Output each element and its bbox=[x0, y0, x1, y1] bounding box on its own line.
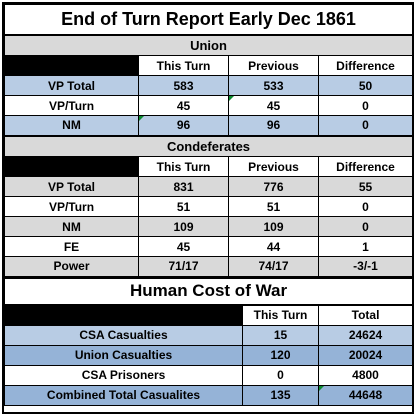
union-row-nm: NM 96 96 0 bbox=[4, 115, 413, 137]
confederates-row-vp-total: VP Total 831 776 55 bbox=[4, 176, 413, 197]
row-label: CSA Casualties bbox=[4, 324, 243, 346]
row-label: VP/Turn bbox=[4, 196, 139, 217]
confederates-row-power: Power 71/17 74/17 -3/-1 bbox=[4, 256, 413, 278]
this-turn-cell: 0 bbox=[242, 364, 319, 386]
difference-cell: 0 bbox=[318, 95, 413, 116]
this-turn-cell: 135 bbox=[242, 384, 319, 406]
this-turn-cell: 45 bbox=[138, 236, 229, 257]
human-cost-title: Human Cost of War bbox=[3, 277, 414, 306]
difference-cell: 50 bbox=[318, 75, 413, 96]
confederates-header-this-turn: This Turn bbox=[138, 156, 229, 177]
human-cost-row-csa-prisoners: CSA Prisoners 0 4800 bbox=[4, 364, 414, 386]
union-header-difference: Difference bbox=[318, 55, 413, 76]
row-label: VP Total bbox=[4, 176, 139, 197]
human-cost-row-union-casualties: Union Casualties 120 20024 bbox=[4, 344, 414, 366]
difference-cell: 0 bbox=[318, 216, 413, 237]
confederates-header-corner bbox=[4, 156, 139, 177]
previous-cell: 51 bbox=[228, 196, 319, 217]
union-header-corner bbox=[4, 55, 139, 76]
row-label: Union Casualties bbox=[4, 344, 243, 366]
union-header-this-turn: This Turn bbox=[138, 55, 229, 76]
report-title: End of Turn Report Early Dec 1861 bbox=[4, 4, 413, 36]
previous-cell: 74/17 bbox=[228, 256, 319, 278]
this-turn-cell: 51 bbox=[138, 196, 229, 217]
row-label: NM bbox=[4, 115, 139, 137]
confederates-row-vp-turn: VP/Turn 51 51 0 bbox=[4, 196, 413, 217]
this-turn-cell: 96 bbox=[138, 115, 229, 137]
this-turn-cell: 583 bbox=[138, 75, 229, 96]
human-cost-row-csa-casualties: CSA Casualties 15 24624 bbox=[4, 324, 414, 346]
previous-cell: 44 bbox=[228, 236, 319, 257]
row-label: FE bbox=[4, 236, 139, 257]
confederates-header-difference: Difference bbox=[318, 156, 413, 177]
previous-cell: 96 bbox=[228, 115, 319, 137]
confederates-row-nm: NM 109 109 0 bbox=[4, 216, 413, 237]
row-label: Combined Total Casualites bbox=[4, 384, 243, 406]
difference-cell: 0 bbox=[318, 115, 413, 137]
human-cost-header-total: Total bbox=[317, 304, 414, 326]
confederates-section-title: Condeferates bbox=[4, 135, 413, 157]
row-label: VP/Turn bbox=[4, 95, 139, 116]
union-header-previous: Previous bbox=[228, 55, 319, 76]
row-label: NM bbox=[4, 216, 139, 237]
human-cost-row-combined-total: Combined Total Casualites 135 44648 bbox=[4, 384, 414, 406]
total-cell: 44648 bbox=[317, 384, 414, 406]
human-cost-header-corner bbox=[4, 304, 243, 326]
report-table: End of Turn Report Early Dec 1861 Union … bbox=[4, 4, 413, 278]
this-turn-cell: 831 bbox=[138, 176, 229, 197]
confederates-header-previous: Previous bbox=[228, 156, 319, 177]
this-turn-cell: 109 bbox=[138, 216, 229, 237]
previous-cell: 533 bbox=[228, 75, 319, 96]
this-turn-cell: 71/17 bbox=[138, 256, 229, 278]
union-section-title: Union bbox=[4, 34, 413, 56]
report-sheet: End of Turn Report Early Dec 1861 Union … bbox=[2, 2, 414, 414]
difference-cell: 1 bbox=[318, 236, 413, 257]
confederates-row-fe: FE 45 44 1 bbox=[4, 236, 413, 257]
total-cell: 20024 bbox=[317, 344, 414, 366]
row-label: VP Total bbox=[4, 75, 139, 96]
human-cost-table: Human Cost of War This Turn Total CSA Ca… bbox=[3, 277, 414, 406]
difference-cell: -3/-1 bbox=[318, 256, 413, 278]
previous-cell: 776 bbox=[228, 176, 319, 197]
union-row-vp-turn: VP/Turn 45 45 0 bbox=[4, 95, 413, 116]
this-turn-cell: 120 bbox=[242, 344, 319, 366]
union-row-vp-total: VP Total 583 533 50 bbox=[4, 75, 413, 96]
difference-cell: 55 bbox=[318, 176, 413, 197]
this-turn-cell: 45 bbox=[138, 95, 229, 116]
previous-cell: 109 bbox=[228, 216, 319, 237]
difference-cell: 0 bbox=[318, 196, 413, 217]
this-turn-cell: 15 bbox=[242, 324, 319, 346]
row-label: Power bbox=[4, 256, 139, 278]
row-label: CSA Prisoners bbox=[4, 364, 243, 386]
total-cell: 24624 bbox=[317, 324, 414, 346]
previous-cell: 45 bbox=[228, 95, 319, 116]
human-cost-header-this-turn: This Turn bbox=[242, 304, 319, 326]
total-cell: 4800 bbox=[317, 364, 414, 386]
